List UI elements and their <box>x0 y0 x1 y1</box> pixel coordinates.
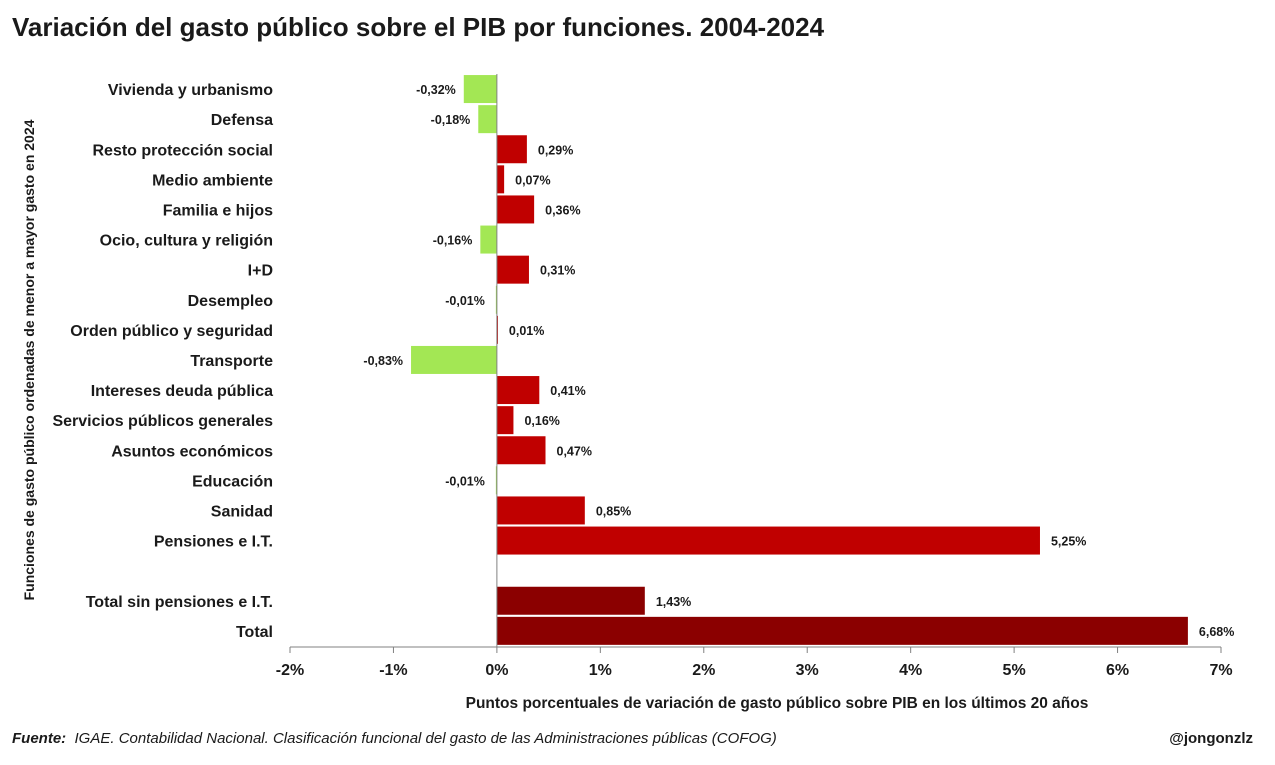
data-label-ocio-cultura-y-religion: -0,16% <box>433 234 473 248</box>
bar-servicios-publicos-generales <box>496 406 514 435</box>
category-label-total-sin-pensiones-e-i-t: Total sin pensiones e I.T. <box>86 594 273 611</box>
data-label-desempleo: -0,01% <box>445 294 485 308</box>
x-tick-label: 2% <box>692 662 715 679</box>
data-label-intereses-deuda-publica: 0,41% <box>550 384 585 398</box>
bar-transporte <box>411 345 497 374</box>
bar-ocio-cultura-y-religion <box>480 225 497 254</box>
category-label-intereses-deuda-publica: Intereses deuda pública <box>91 383 273 400</box>
x-tick-label: 3% <box>796 662 819 679</box>
category-label-desempleo: Desempleo <box>188 293 274 310</box>
data-label-servicios-publicos-generales: 0,16% <box>524 414 559 428</box>
x-tick-label: -1% <box>379 662 407 679</box>
bar-medio-ambiente <box>496 165 505 194</box>
x-tick-label: 4% <box>899 662 922 679</box>
x-tick-label: 1% <box>589 662 612 679</box>
category-label-vivienda-y-urbanismo: Vivienda y urbanismo <box>108 82 273 99</box>
x-tick-label: 5% <box>1003 662 1026 679</box>
category-label-orden-publico-y-seguridad: Orden público y seguridad <box>70 323 273 340</box>
data-labels: -0,32% -0,18% 0,29% 0,07% 0,36% -0,16% 0,31% -0… <box>363 83 1234 639</box>
x-axis-ticks: -2% -1% 0% 1% 2% 3% 4% 5% 6% 7% <box>276 647 1233 679</box>
x-tick-label: -2% <box>276 662 304 679</box>
category-label-pensiones-e-i-t: Pensiones e I.T. <box>154 534 273 551</box>
x-axis-label: Puntos porcentuales de variación de gast… <box>466 695 1089 712</box>
chart-title: Variación del gasto público sobre el PIB… <box>12 12 825 42</box>
x-tick-label: 0% <box>485 662 508 679</box>
data-label-orden-publico-y-seguridad: 0,01% <box>509 324 544 338</box>
bar-orden-publico-y-seguridad <box>496 315 498 344</box>
category-label-sanidad: Sanidad <box>211 503 273 520</box>
data-label-sanidad: 0,85% <box>596 504 631 518</box>
data-label-pensiones-e-i-t: 5,25% <box>1051 535 1086 549</box>
data-label-total-sin-pensiones-e-i-t: 1,43% <box>656 595 691 609</box>
category-label-medio-ambiente: Medio ambiente <box>152 172 273 189</box>
category-label-familia-e-hijos: Familia e hijos <box>163 202 273 219</box>
data-label-medio-ambiente: 0,07% <box>515 173 550 187</box>
category-label-educacion: Educación <box>192 473 273 490</box>
category-label-transporte: Transporte <box>190 353 273 370</box>
category-label-ocio-cultura-y-religion: Ocio, cultura y religión <box>100 233 273 250</box>
bar-asuntos-economicos <box>496 436 546 465</box>
bar-educacion <box>495 466 497 495</box>
category-label-total: Total <box>236 624 273 641</box>
bar-intereses-deuda-publica <box>496 376 540 405</box>
source-note: Fuente: IGAE. Contabilidad Nacional. Cla… <box>12 730 777 747</box>
category-label-servicios-publicos-generales: Servicios públicos generales <box>52 413 273 430</box>
data-label-resto-proteccion-social: 0,29% <box>538 143 573 157</box>
bar-sanidad <box>496 496 585 525</box>
bar-desempleo <box>495 285 497 314</box>
x-tick-label: 7% <box>1209 662 1232 679</box>
category-labels: Vivienda y urbanismo Defensa Resto protecc… <box>52 82 273 641</box>
bar-total-sin-pensiones-e-i-t <box>496 586 645 615</box>
category-label-resto-proteccion-social: Resto protección social <box>93 142 274 159</box>
bar-resto-proteccion-social <box>496 135 527 164</box>
category-label-asuntos-economicos: Asuntos económicos <box>111 443 273 460</box>
bars-group <box>411 75 1188 645</box>
data-label-i-d: 0,31% <box>540 264 575 278</box>
bar-vivienda-y-urbanismo <box>463 75 497 104</box>
data-label-transporte: -0,83% <box>363 354 403 368</box>
data-label-total: 6,68% <box>1199 625 1234 639</box>
bar-pensiones-e-i-t <box>496 526 1040 555</box>
source-label: Fuente: <box>12 730 67 747</box>
y-axis-label: Funciones de gasto público ordenadas de … <box>21 119 37 600</box>
bar-defensa <box>478 105 497 134</box>
data-label-asuntos-economicos: 0,47% <box>557 444 592 458</box>
author-credit: @jongonzlz <box>1169 730 1253 747</box>
category-label-i-d: I+D <box>248 263 273 280</box>
source-text: IGAE. Contabilidad Nacional. Clasificaci… <box>74 730 777 747</box>
data-label-familia-e-hijos: 0,36% <box>545 203 580 217</box>
data-label-defensa: -0,18% <box>431 113 471 127</box>
bar-familia-e-hijos <box>496 195 535 224</box>
category-label-defensa: Defensa <box>211 112 273 129</box>
bar-i-d <box>496 255 529 284</box>
data-label-vivienda-y-urbanismo: -0,32% <box>416 83 456 97</box>
data-label-educacion: -0,01% <box>445 474 485 488</box>
x-tick-label: 6% <box>1106 662 1129 679</box>
bar-total <box>496 616 1188 645</box>
